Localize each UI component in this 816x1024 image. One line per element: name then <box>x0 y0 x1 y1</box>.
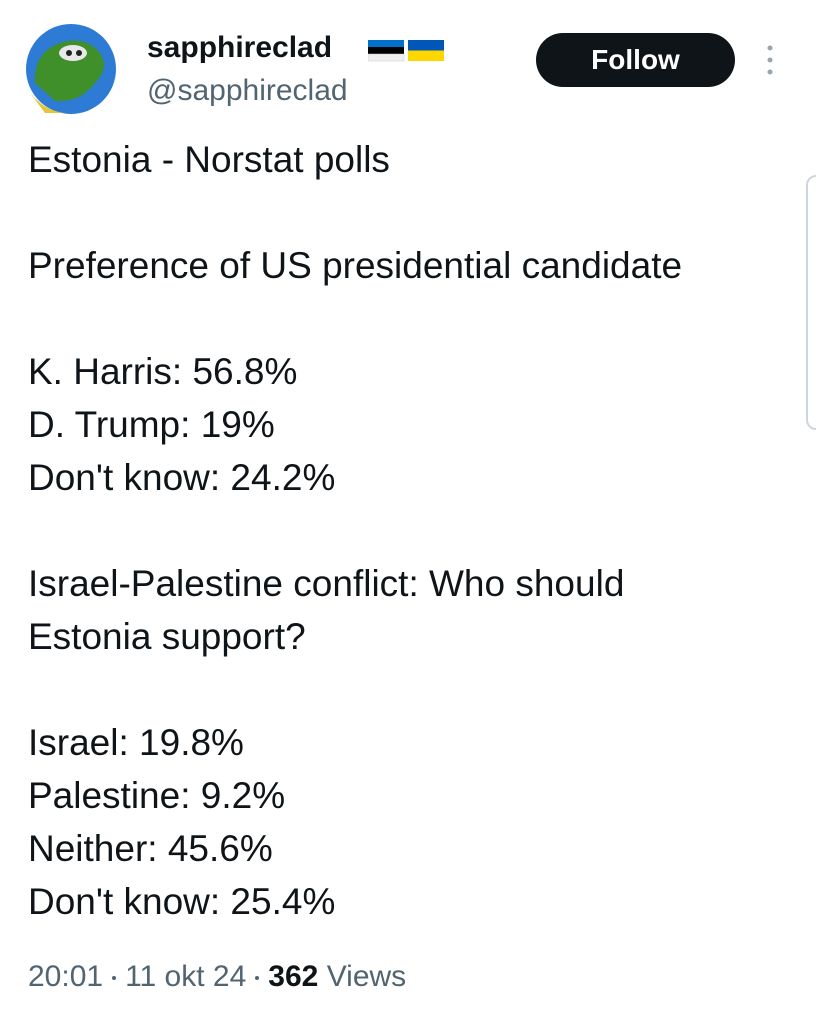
text-line: D. Trump: 19% <box>28 404 275 445</box>
text-line: K. Harris: 56.8% <box>28 351 298 392</box>
separator <box>255 976 260 981</box>
text-line: Estonia support? <box>28 616 306 657</box>
separator <box>112 976 117 981</box>
text-line: Don't know: 24.2% <box>28 457 336 498</box>
paragraph: Preference of US presidential candidate <box>28 239 798 292</box>
follow-button[interactable]: Follow <box>536 33 735 87</box>
more-menu[interactable] <box>762 44 778 76</box>
text-line: Palestine: 9.2% <box>28 775 286 816</box>
post-date[interactable]: 11 okt 24 <box>125 960 247 993</box>
text-line: Israel: 19.8% <box>28 722 244 763</box>
author-name[interactable]: sapphireclad <box>147 31 333 64</box>
views-label: Views <box>326 960 407 993</box>
views-count: 362 <box>268 960 319 993</box>
flags <box>368 40 444 62</box>
post-text: Estonia - Norstat polls Preference of US … <box>28 133 798 981</box>
text-line: Neither: 45.6% <box>28 828 273 869</box>
paragraph: Israel: 19.8% Palestine: 9.2% Neither: 45.… <box>28 716 798 928</box>
post-time[interactable]: 20:01 <box>28 960 104 993</box>
author-handle[interactable]: @sapphireclad <box>147 74 348 107</box>
side-panel-edge <box>806 175 816 430</box>
text-line: Israel-Palestine conflict: Who should <box>28 563 625 604</box>
paragraph: K. Harris: 56.8% D. Trump: 19% Don't know:… <box>28 345 798 504</box>
avatar[interactable] <box>25 23 117 115</box>
text-line: Don't know: 25.4% <box>28 881 336 922</box>
paragraph: Estonia - Norstat polls <box>28 133 798 186</box>
text-line: Preference of US presidential candidate <box>28 245 683 286</box>
post-meta: 20:01 11 okt 24 362 Views <box>28 958 406 996</box>
paragraph: Israel-Palestine conflict: Who should Est… <box>28 557 798 663</box>
text-line: Estonia - Norstat polls <box>28 139 390 180</box>
